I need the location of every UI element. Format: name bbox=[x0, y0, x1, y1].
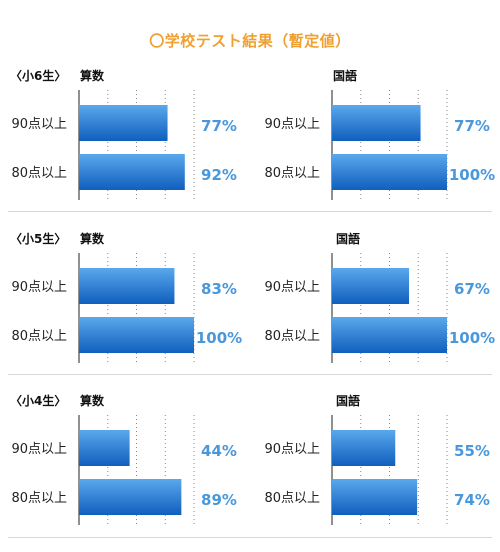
bar-80 bbox=[332, 154, 447, 190]
bar-chart-grade6-japanese: 90点以上 77% 80点以上 100% bbox=[264, 90, 495, 200]
value-label: 44% bbox=[201, 442, 237, 460]
subject-label-japanese-5: 国語 bbox=[336, 232, 361, 246]
section-divider bbox=[8, 211, 492, 212]
value-label: 92% bbox=[201, 166, 237, 184]
value-label: 77% bbox=[454, 117, 490, 135]
value-label: 67% bbox=[454, 280, 490, 298]
value-label: 89% bbox=[201, 491, 237, 509]
bar-chart-grade5-japanese: 90点以上 67% 80点以上 100% bbox=[264, 253, 495, 363]
bar-90 bbox=[79, 430, 130, 466]
bar-chart-grade5-math: 90点以上 83% 80点以上 100% bbox=[11, 253, 242, 363]
bar-90 bbox=[79, 268, 175, 304]
value-label: 77% bbox=[201, 117, 237, 135]
subject-label-japanese-4: 国語 bbox=[336, 394, 361, 408]
bar-80 bbox=[79, 154, 185, 190]
value-label: 83% bbox=[201, 280, 237, 298]
bar-chart-grade6-math: 90点以上 77% 80点以上 92% bbox=[11, 90, 237, 200]
bar-90 bbox=[332, 430, 396, 466]
value-label: 100% bbox=[196, 329, 242, 347]
category-label: 80点以上 bbox=[264, 491, 320, 506]
category-label: 80点以上 bbox=[11, 329, 67, 344]
bar-90 bbox=[332, 105, 421, 141]
value-label: 100% bbox=[449, 329, 495, 347]
bar-80 bbox=[79, 317, 194, 353]
page-title: 〇学校テスト結果（暫定値） bbox=[149, 32, 351, 50]
subject-label-math-4: 算数 bbox=[80, 394, 105, 408]
bar-80 bbox=[79, 479, 182, 515]
bar-chart-grade4-japanese: 90点以上 55% 80点以上 74% bbox=[264, 415, 490, 525]
category-label: 90点以上 bbox=[11, 442, 67, 457]
bar-80 bbox=[332, 479, 418, 515]
category-label: 80点以上 bbox=[264, 166, 320, 181]
category-label: 90点以上 bbox=[264, 280, 320, 295]
value-label: 100% bbox=[449, 166, 495, 184]
bar-chart-grade4-math: 90点以上 44% 80点以上 89% bbox=[11, 415, 237, 525]
subject-label-math-6: 算数 bbox=[80, 69, 105, 83]
category-label: 90点以上 bbox=[264, 442, 320, 457]
category-label: 80点以上 bbox=[11, 491, 67, 506]
value-label: 74% bbox=[454, 491, 490, 509]
category-label: 90点以上 bbox=[264, 117, 320, 132]
category-label: 90点以上 bbox=[11, 117, 67, 132]
bar-90 bbox=[332, 268, 410, 304]
grade-label-6: 〈小6生〉 bbox=[10, 69, 67, 83]
category-label: 80点以上 bbox=[11, 166, 67, 181]
subject-label-math-5: 算数 bbox=[80, 232, 105, 246]
section-divider bbox=[8, 537, 492, 538]
grade-label-4: 〈小4生〉 bbox=[10, 394, 67, 408]
section-divider bbox=[8, 374, 492, 375]
category-label: 90点以上 bbox=[11, 280, 67, 295]
bar-80 bbox=[332, 317, 447, 353]
category-label: 80点以上 bbox=[264, 329, 320, 344]
grade-label-5: 〈小5生〉 bbox=[10, 232, 67, 246]
subject-label-japanese-6: 国語 bbox=[333, 69, 358, 83]
bar-90 bbox=[79, 105, 168, 141]
value-label: 55% bbox=[454, 442, 490, 460]
